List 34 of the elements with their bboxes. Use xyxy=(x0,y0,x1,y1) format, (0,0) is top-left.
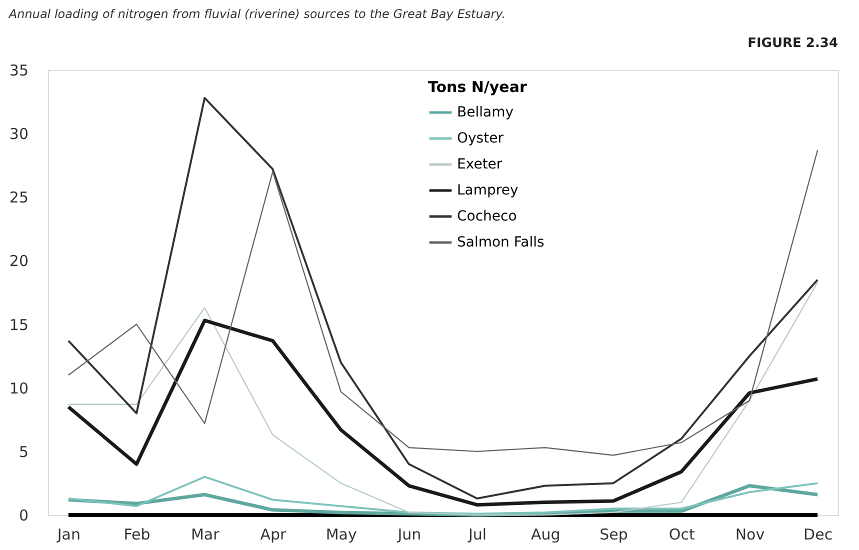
line-series xyxy=(68,282,818,516)
x-tick-label: Feb xyxy=(124,526,150,544)
legend-label: Salmon Falls xyxy=(457,234,544,250)
x-tick-label: Jun xyxy=(396,526,422,544)
x-tick-label: May xyxy=(326,526,357,544)
x-tick-label: Oct xyxy=(668,526,695,544)
x-tick-label: Sep xyxy=(600,526,628,544)
legend-label: Cocheco xyxy=(457,208,517,224)
legend-label: Exeter xyxy=(457,156,502,172)
y-tick-label: 15 xyxy=(9,316,28,334)
y-tick-label: 20 xyxy=(9,252,28,270)
x-tick-label: Dec xyxy=(804,526,833,544)
line-series xyxy=(68,150,818,456)
y-tick-label: 10 xyxy=(9,379,28,398)
legend-label: Bellamy xyxy=(457,104,514,120)
line-series xyxy=(67,96,819,500)
line-series xyxy=(67,476,819,515)
legend-label: Oyster xyxy=(457,130,504,146)
caption: FIGURE 2.34 xyxy=(748,36,838,51)
y-tick-label: 0 xyxy=(18,506,28,524)
x-tick-label: Mar xyxy=(190,526,220,544)
x-tick-label: Aug xyxy=(531,526,560,544)
x-tick-label: Jul xyxy=(467,526,487,544)
legend-title: Tons N/year xyxy=(428,78,528,96)
x-tick-label: Apr xyxy=(260,526,288,544)
y-tick-label: 25 xyxy=(9,188,28,207)
x-tick-label: Nov xyxy=(735,526,765,544)
y-tick-label: 5 xyxy=(18,442,28,461)
line-series xyxy=(66,318,820,507)
y-tick-label: 30 xyxy=(9,125,28,144)
y-tick-label: 35 xyxy=(9,62,28,80)
chart-title: Annual loading of nitrogen from fluvial (riverine) sources to the Great Bay Estuary. xyxy=(8,7,506,21)
x-tick-label: Jan xyxy=(56,526,80,544)
legend-label: Lamprey xyxy=(457,182,518,198)
